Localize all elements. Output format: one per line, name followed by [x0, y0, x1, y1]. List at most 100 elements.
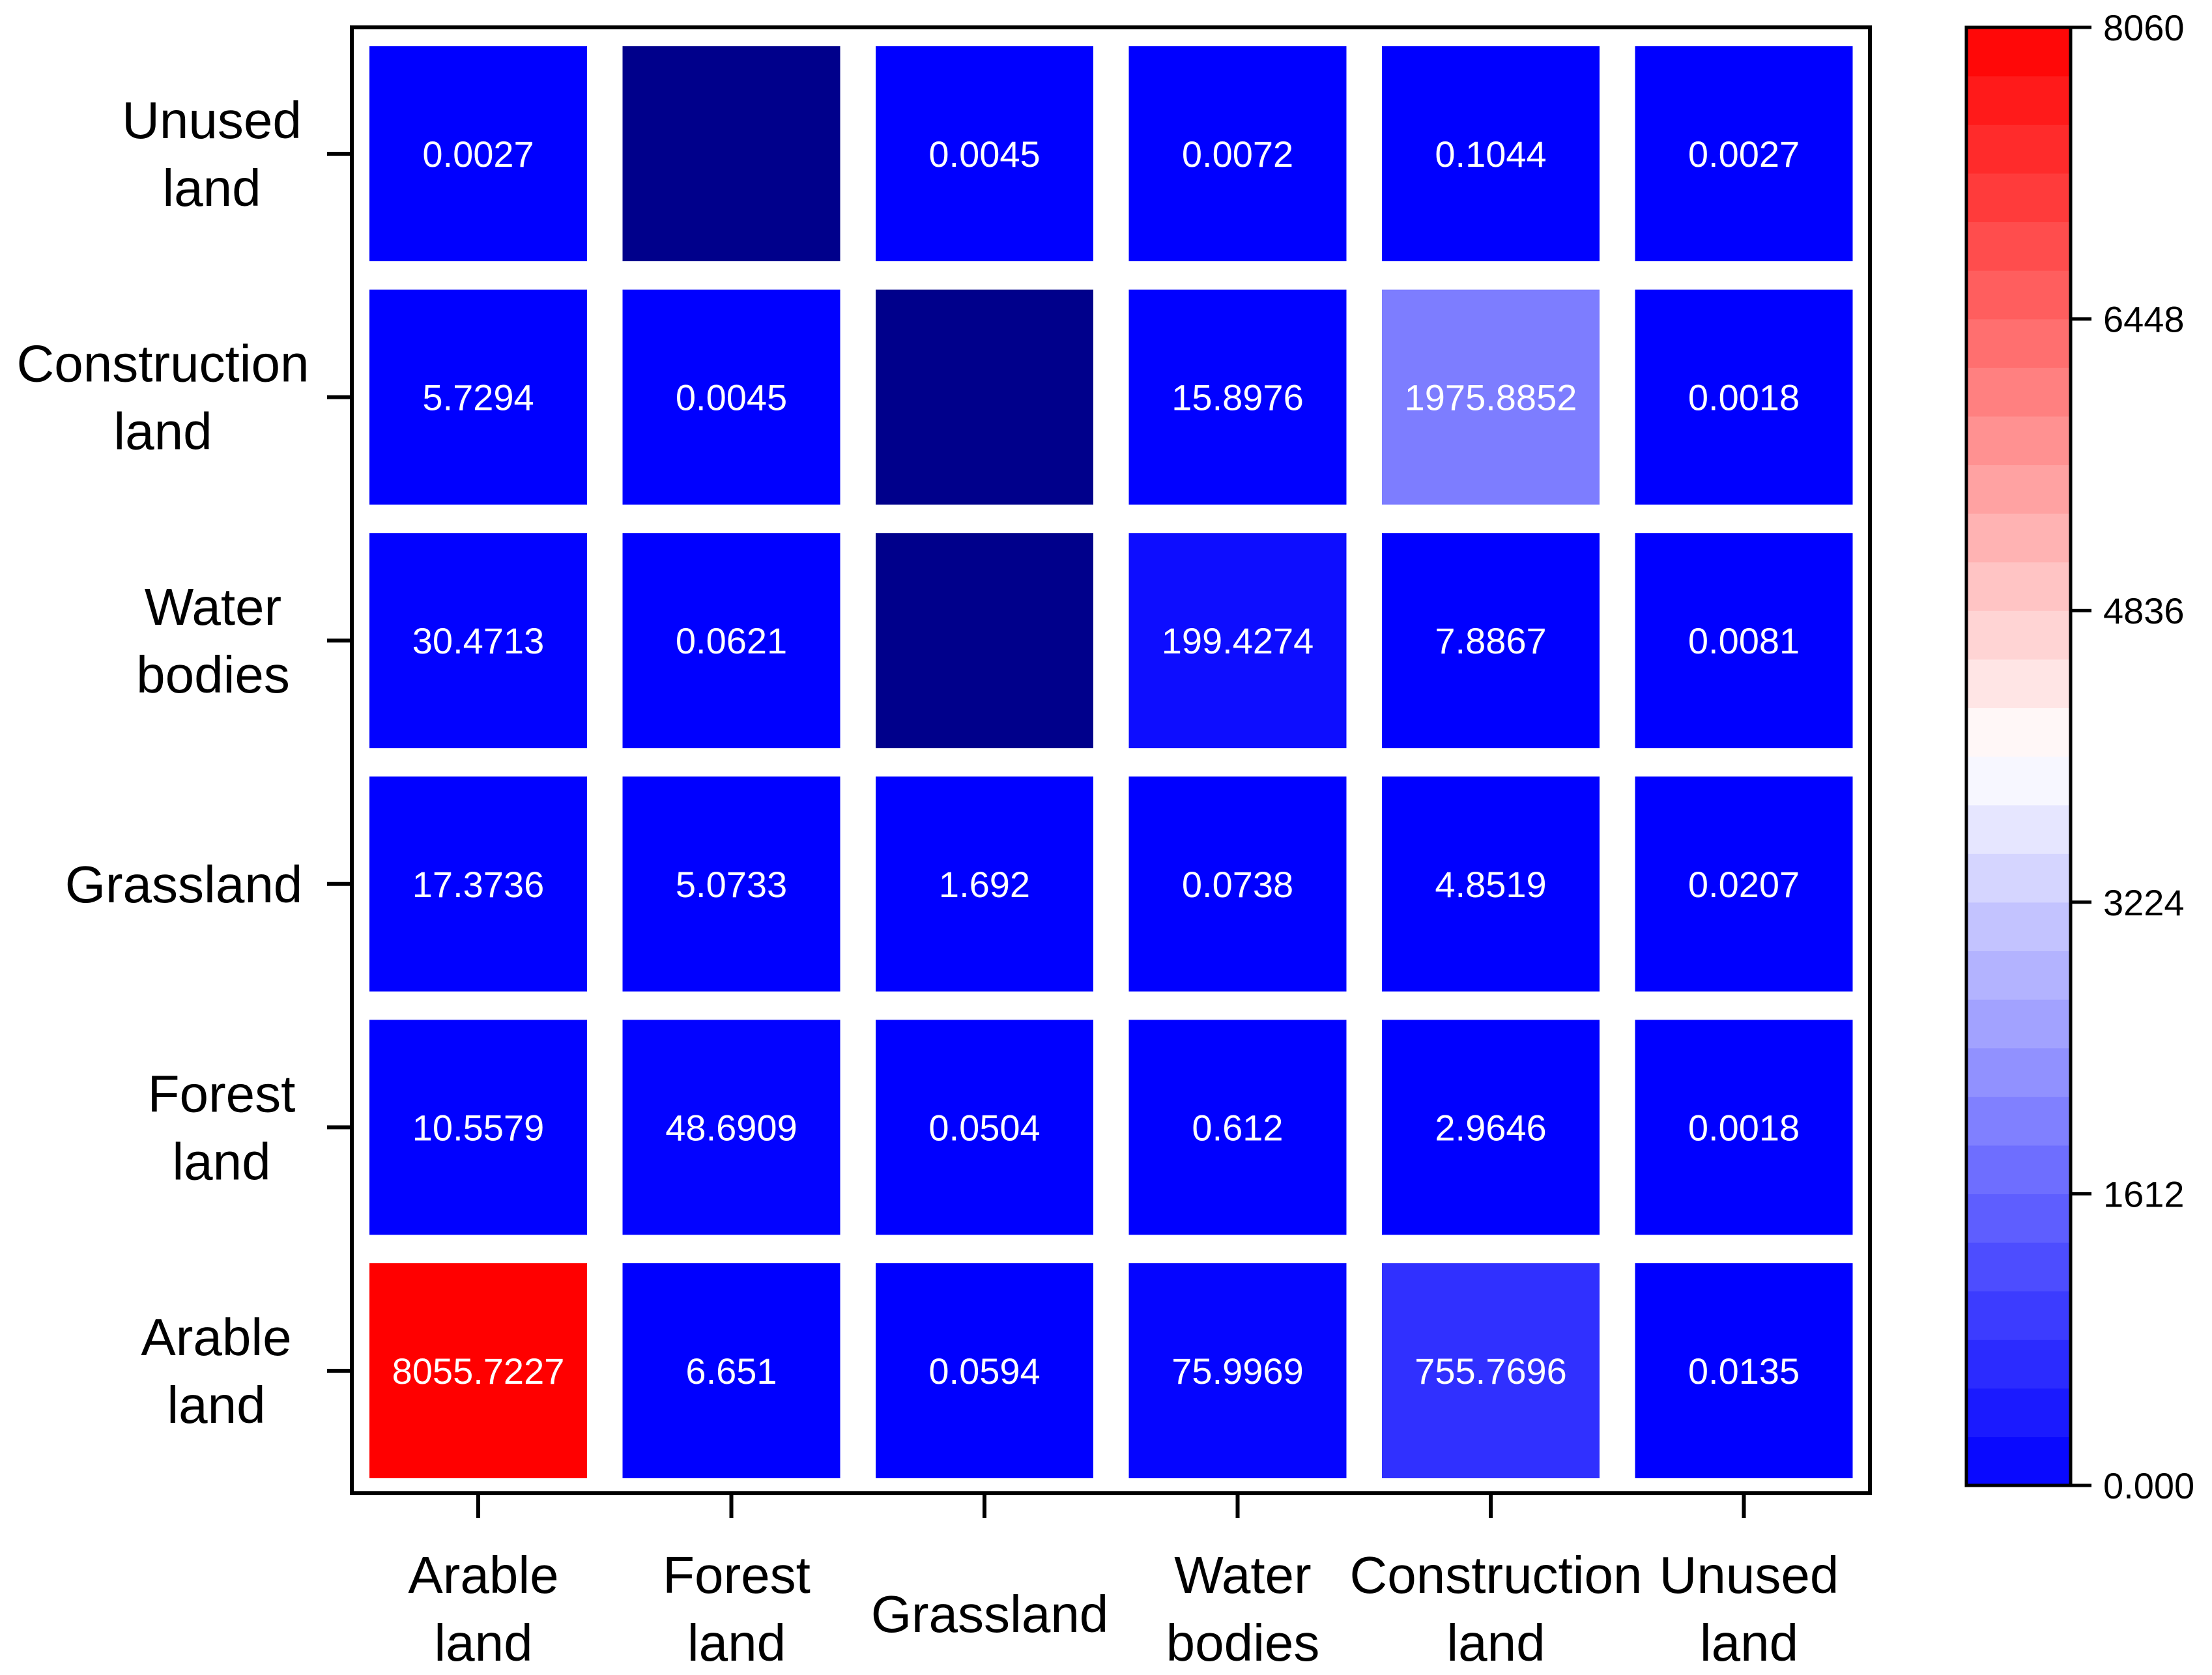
cell-value-label: 0.0018 [1688, 1107, 1800, 1148]
colorbar-band [1966, 1048, 2071, 1097]
colorbar-band [1966, 1145, 2071, 1194]
heatmap-cell [622, 533, 840, 749]
x-tick-label: land [1700, 1614, 1798, 1672]
colorbar-band [1966, 562, 2071, 611]
colorbar-band [1966, 513, 2071, 563]
heatmap-cell [369, 1020, 587, 1235]
heatmap-cell [876, 1263, 1093, 1478]
heatmap-cell [1128, 1263, 1347, 1478]
colorbar-band [1966, 805, 2071, 854]
colorbar-band [1966, 756, 2071, 806]
y-tick-label: Arable [141, 1308, 291, 1366]
heatmap-cell [876, 46, 1093, 261]
colorbar-tick-label: 1612 [2103, 1173, 2185, 1214]
heatmap-cell [876, 289, 1093, 505]
colorbar-band [1966, 1437, 2071, 1486]
heatmap-cell [1128, 533, 1347, 749]
x-axis: Arable land Forest land Grassland Water bodies… [408, 1493, 1839, 1672]
heatmap-cell [1382, 1263, 1600, 1478]
cell-value-label: 0.0027 [422, 134, 534, 175]
colorbar-band [1966, 1388, 2071, 1437]
colorbar-band [1966, 951, 2071, 1000]
heatmap-cell [1128, 776, 1347, 992]
cell-value-label: 10.5579 [412, 1107, 544, 1148]
y-tick-label: bodies [136, 646, 290, 704]
cell-value-label: 0.0045 [676, 377, 787, 418]
colorbar-band [1966, 124, 2071, 174]
colorbar: 0.000 1612 3224 4836 6448 8060 [1964, 7, 2194, 1506]
cell-value-label: 17.3736 [412, 864, 544, 905]
heatmap-cell [622, 1020, 840, 1235]
heatmap-cell [622, 1263, 840, 1478]
heatmap-cell [1382, 776, 1600, 992]
colorbar-tick-label: 3224 [2103, 882, 2185, 923]
cell-value-label: 0.0045 [928, 134, 1040, 175]
colorbar-tick-label: 4836 [2103, 590, 2185, 631]
heatmap-cell [1382, 1020, 1600, 1235]
y-tick-label: land [167, 1376, 265, 1434]
cell-value-label: 0.0072 [1182, 134, 1293, 175]
colorbar-band [1966, 416, 2071, 465]
heatmap-cell [876, 533, 1093, 749]
x-tick-label: land [1446, 1614, 1545, 1672]
colorbar-band [1966, 76, 2071, 125]
colorbar-tick-label: 6448 [2103, 299, 2185, 340]
x-tick-label: land [434, 1614, 532, 1672]
heatmap-cell [876, 1020, 1093, 1235]
y-axis: Arable land Forest land Grassland Water bodies… [16, 91, 352, 1434]
heatmap-cell [369, 289, 587, 505]
cell-value-label: 75.9969 [1171, 1351, 1303, 1392]
heatmap-cells: 8055.7227 6.651 0.0594 75.9969 755.7696 0.013… [369, 46, 1853, 1478]
cell-value-label: 199.4274 [1162, 620, 1314, 661]
colorbar-band [1966, 1291, 2071, 1340]
x-tick-label: Grassland [871, 1585, 1109, 1643]
x-tick-label: Forest [663, 1546, 811, 1604]
colorbar-band [1966, 27, 2071, 77]
heatmap-cell [369, 1263, 587, 1478]
cell-value-label: 4.8519 [1435, 864, 1546, 905]
colorbar-band [1966, 1096, 2071, 1146]
plot-frame [350, 25, 1872, 1495]
cell-value-label: 0.0738 [1182, 864, 1293, 905]
cell-value-label: 5.7294 [422, 377, 534, 418]
heatmap-cell [369, 46, 587, 261]
heatmap-cell [1635, 776, 1853, 992]
cell-value-label: 1975.8852 [1405, 377, 1577, 418]
cell-value-label: 0.0504 [928, 1107, 1040, 1148]
heatmap-cell [1635, 533, 1853, 749]
x-tick-label: Unused [1659, 1546, 1839, 1604]
heatmap-cell [1382, 289, 1600, 505]
colorbar-band [1966, 1242, 2071, 1292]
colorbar-band [1966, 659, 2071, 708]
heatmap-cell [369, 533, 587, 749]
heatmap-cell [876, 776, 1093, 992]
y-tick-label: land [162, 159, 261, 217]
y-tick-label: Grassland [65, 855, 303, 913]
colorbar-band [1966, 465, 2071, 514]
y-tick-label: Construction [16, 335, 309, 393]
x-tick-label: Arable [408, 1546, 558, 1604]
heatmap-cell [1635, 1263, 1853, 1478]
cell-value-label: 0.0081 [1688, 620, 1800, 661]
cell-value-label: 755.7696 [1415, 1351, 1567, 1392]
colorbar-band [1966, 853, 2071, 903]
colorbar-band [1966, 367, 2071, 417]
colorbar-band [1966, 173, 2071, 222]
y-tick-label: Forest [148, 1065, 296, 1123]
colorbar-frame [1964, 25, 2073, 1487]
cell-value-label: 5.0733 [676, 864, 787, 905]
x-tick-label: land [687, 1614, 786, 1672]
heatmap-cell [1128, 1020, 1347, 1235]
y-tick-label: Water [145, 578, 281, 636]
heatmap-cell [1128, 46, 1347, 261]
cell-value-label: 15.8976 [1171, 377, 1303, 418]
x-tick-label: bodies [1166, 1614, 1320, 1672]
colorbar-band [1966, 708, 2071, 757]
colorbar-band [1966, 902, 2071, 951]
colorbar-band [1966, 999, 2071, 1049]
x-tick-label: Water [1174, 1546, 1311, 1604]
heatmap-cell [622, 289, 840, 505]
heatmap-cell [622, 46, 840, 261]
colorbar-band [1966, 319, 2071, 368]
